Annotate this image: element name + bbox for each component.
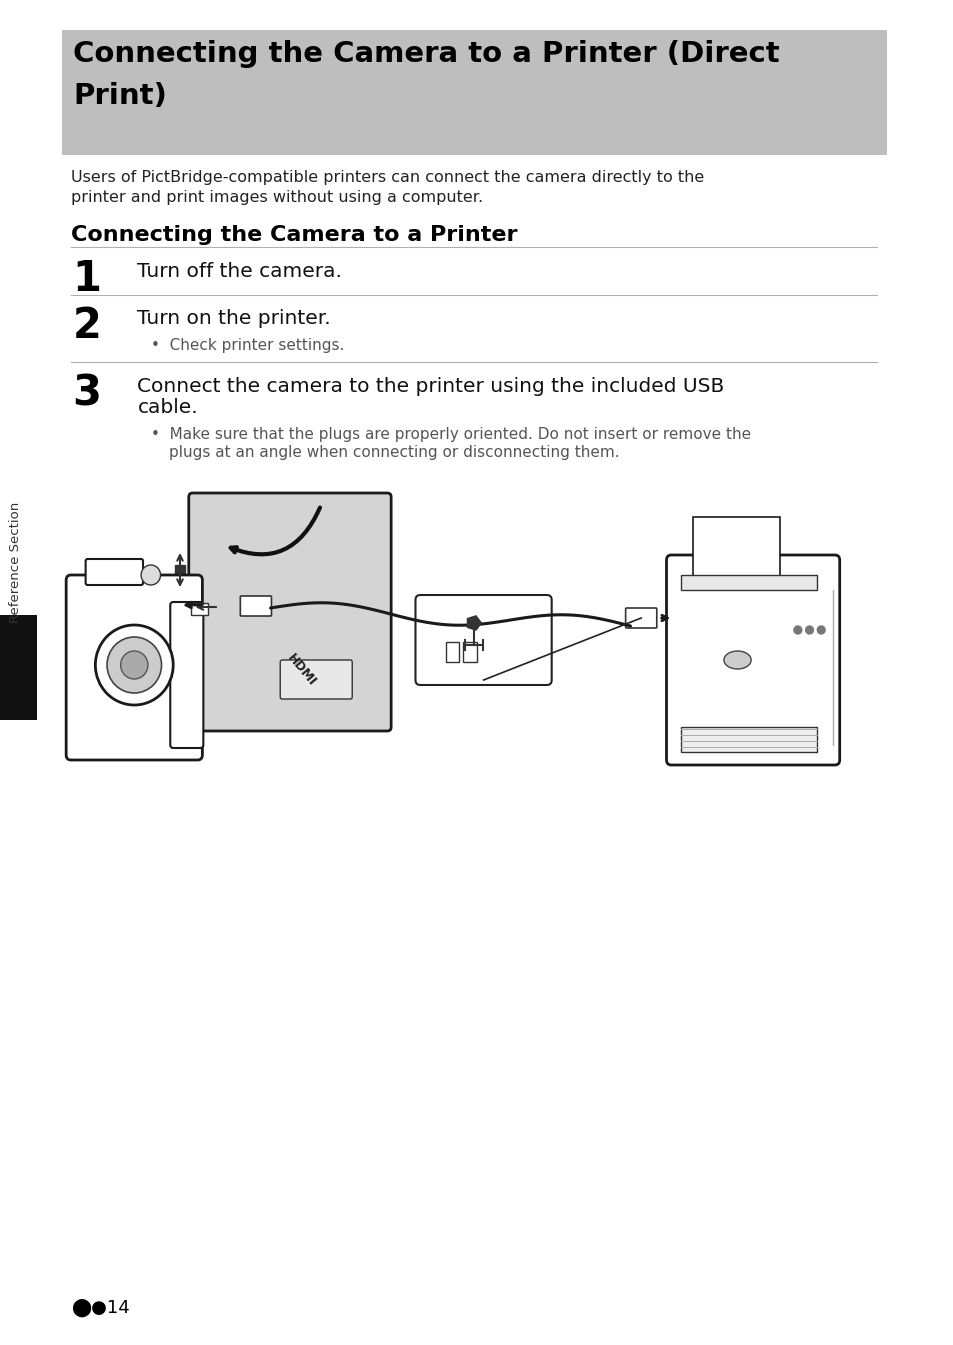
Ellipse shape <box>723 651 750 668</box>
Text: •  Check printer settings.: • Check printer settings. <box>152 338 344 352</box>
Bar <box>191 603 208 615</box>
Circle shape <box>95 625 173 705</box>
FancyBboxPatch shape <box>86 560 143 585</box>
FancyBboxPatch shape <box>416 594 551 685</box>
Circle shape <box>120 651 148 679</box>
FancyBboxPatch shape <box>625 608 656 628</box>
FancyBboxPatch shape <box>240 596 272 616</box>
FancyBboxPatch shape <box>666 555 839 765</box>
Text: Users of PictBridge-compatible printers can connect the camera directly to the: Users of PictBridge-compatible printers … <box>71 169 704 186</box>
Text: Reference Section: Reference Section <box>10 502 22 623</box>
Text: Connect the camera to the printer using the included USB: Connect the camera to the printer using … <box>137 377 724 395</box>
Bar <box>0 615 37 720</box>
Text: ⭓: ⭓ <box>465 616 482 635</box>
Text: HDMI: HDMI <box>284 651 318 689</box>
Text: Turn on the printer.: Turn on the printer. <box>137 309 331 328</box>
Circle shape <box>817 625 824 633</box>
Text: 3: 3 <box>72 373 101 416</box>
Bar <box>462 642 476 662</box>
FancyBboxPatch shape <box>280 660 352 699</box>
FancyBboxPatch shape <box>170 603 203 748</box>
Text: ⬤●14: ⬤●14 <box>71 1299 131 1317</box>
Text: plugs at an angle when connecting or disconnecting them.: plugs at an angle when connecting or dis… <box>169 445 618 460</box>
FancyBboxPatch shape <box>66 576 202 760</box>
Bar <box>175 565 185 576</box>
Circle shape <box>141 565 160 585</box>
FancyBboxPatch shape <box>189 494 391 730</box>
Text: printer and print images without using a computer.: printer and print images without using a… <box>71 190 483 204</box>
Bar <box>445 642 458 662</box>
Bar <box>680 576 817 590</box>
Text: •  Make sure that the plugs are properly oriented. Do not insert or remove the: • Make sure that the plugs are properly … <box>152 426 751 443</box>
Text: Turn off the camera.: Turn off the camera. <box>137 262 342 281</box>
Text: Print): Print) <box>73 82 167 110</box>
Circle shape <box>804 625 813 633</box>
Circle shape <box>793 625 801 633</box>
Circle shape <box>107 638 161 693</box>
FancyBboxPatch shape <box>692 516 780 577</box>
Text: Connecting the Camera to a Printer (Direct: Connecting the Camera to a Printer (Dire… <box>73 40 780 69</box>
Bar <box>62 30 886 155</box>
Text: 1: 1 <box>72 258 101 300</box>
Text: cable.: cable. <box>137 398 198 417</box>
Text: Connecting the Camera to a Printer: Connecting the Camera to a Printer <box>71 225 517 245</box>
Text: 2: 2 <box>72 305 101 347</box>
Bar <box>680 728 817 752</box>
